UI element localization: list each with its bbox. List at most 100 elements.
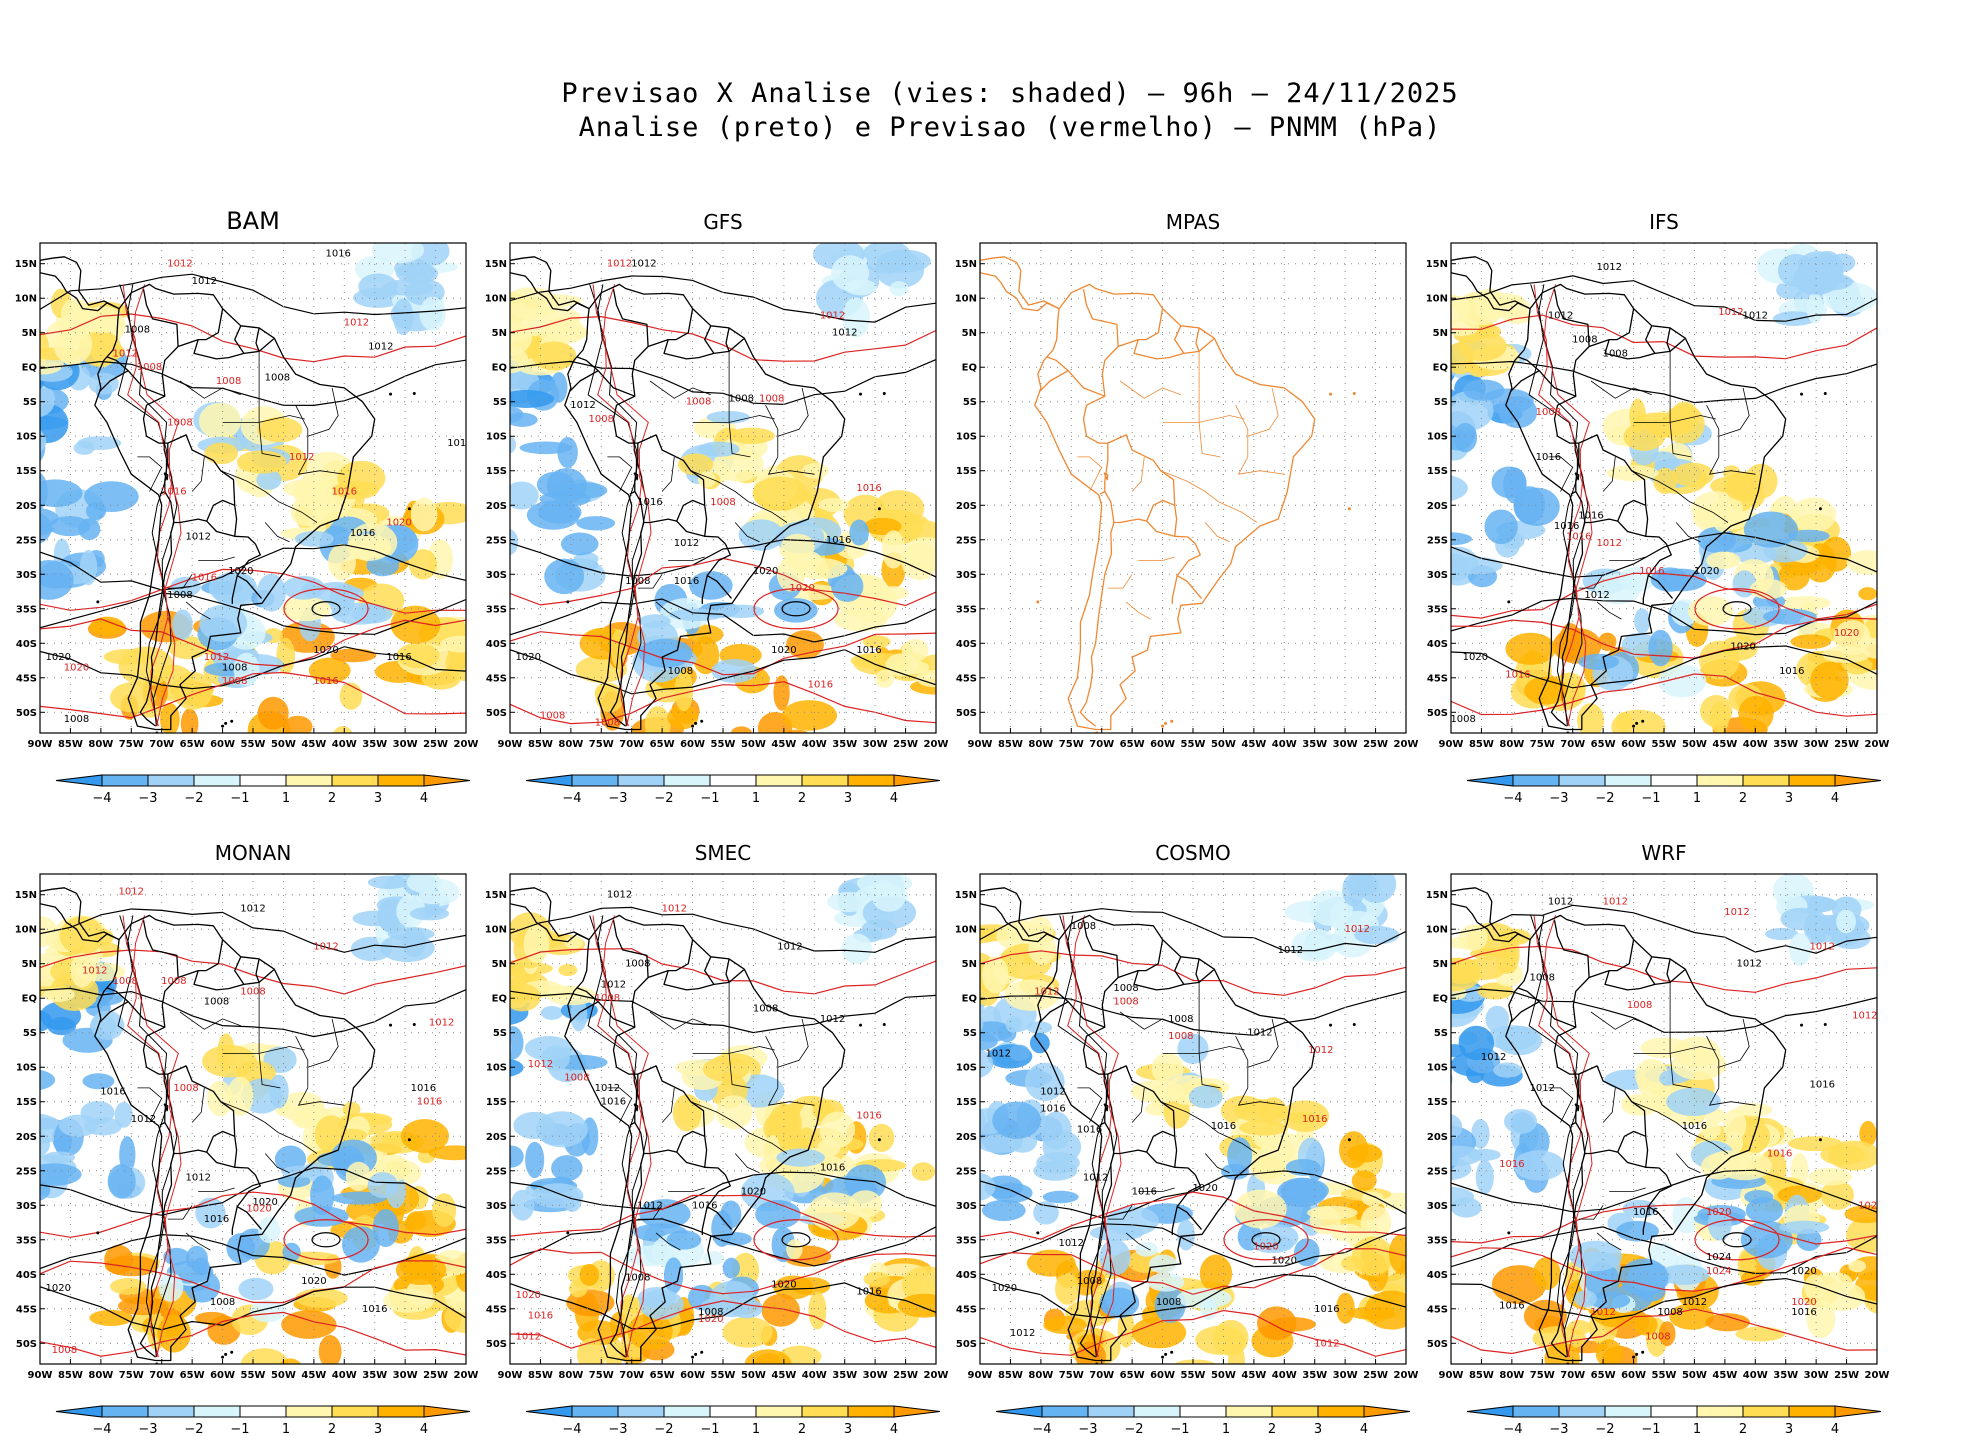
bias-cell [256, 469, 282, 490]
bias-cell [731, 726, 752, 733]
country-border [255, 327, 260, 352]
bias-cell [191, 1257, 210, 1276]
isobar-label: 1008 [595, 993, 620, 1004]
bias-cell [1463, 379, 1505, 401]
colorbar-segment [285, 1405, 333, 1418]
island [700, 1350, 704, 1354]
bias-cell [1234, 1189, 1287, 1229]
lat-tick-label: 10S [486, 1063, 507, 1074]
bias-cell [1493, 1062, 1523, 1078]
bias-cell [573, 552, 599, 567]
bias-cell [540, 1006, 563, 1020]
lon-tick-label: 85W [528, 1370, 553, 1381]
bias-cell [510, 528, 519, 556]
state-borders [607, 351, 815, 620]
bias-cell [1457, 330, 1507, 362]
lon-tick-label: 50W [271, 1370, 296, 1381]
colorbar: −4 −3 −2 −1 1 2 3 4 [1466, 1405, 1882, 1436]
bias-cell [1342, 874, 1365, 907]
colorbar-segment [1558, 1405, 1606, 1418]
colorbar-segment [1742, 774, 1790, 787]
isobar-label: 1008 [1113, 983, 1138, 994]
bias-cell [227, 1076, 254, 1117]
bias-cell [579, 1263, 600, 1286]
country-border [1107, 434, 1196, 545]
island [1164, 721, 1168, 725]
country-border [231, 1206, 238, 1235]
colorbar-label: 2 [1739, 791, 1747, 806]
bias-cell [40, 479, 83, 508]
island [224, 1352, 228, 1356]
state-border [1125, 601, 1151, 620]
colorbar-label: −1 [230, 791, 249, 806]
bias-cell [440, 635, 466, 653]
bias-cell [308, 657, 351, 684]
bias-cell [1584, 1262, 1620, 1299]
lon-tick-label: 75W [589, 739, 614, 750]
island [1632, 724, 1636, 728]
isobar-label: 1012 [820, 310, 845, 321]
country-border [1510, 370, 1540, 392]
colorbar-label: 2 [1739, 1422, 1747, 1436]
lon-tick-label: 20W [454, 1370, 479, 1381]
isobar-forecast [40, 949, 466, 995]
state-border [1247, 387, 1279, 437]
colorbar-segment [709, 1405, 757, 1418]
country-border [1146, 520, 1175, 537]
state-border [1578, 1205, 1604, 1220]
bias-cell [400, 1119, 449, 1153]
bias-cell [697, 441, 740, 457]
isobar-label: 1012 [1597, 538, 1622, 549]
lat-tick-label: 20S [486, 501, 507, 512]
bias-cell [752, 476, 809, 511]
isobar-label: 1020 [64, 662, 89, 673]
isobar-label: 1012 [1247, 1028, 1272, 1039]
state-border [297, 456, 345, 475]
state-border [1247, 1018, 1279, 1068]
lon-tick-label: 45W [1241, 1370, 1266, 1381]
isobar-label: 1008 [137, 362, 162, 373]
country-border [99, 1001, 129, 1023]
isobar-label: 1020 [771, 645, 796, 656]
state-border [1675, 1153, 1701, 1174]
isobar-label: 1012 [631, 259, 656, 270]
lat-tick-label: 30S [486, 1201, 507, 1212]
isobar-label: 1012 [662, 904, 687, 915]
lon-tick-label: 30W [863, 739, 888, 750]
bias-cell [728, 427, 775, 444]
isobar-label: 1012 [1040, 1086, 1065, 1097]
isobar-forecast [980, 1309, 1406, 1357]
lat-tick-label: 25S [486, 1166, 507, 1177]
bias-cell [1054, 1272, 1080, 1305]
bias-cell [677, 453, 714, 476]
bias-cell [1622, 1199, 1657, 1218]
country-border [1642, 575, 1649, 604]
lon-tick-label: 20W [1865, 1370, 1890, 1381]
bias-cell [0, 353, 19, 376]
isobar-label: 1016 [1554, 521, 1579, 532]
lon-tick-label: 20W [924, 1370, 949, 1381]
country-border [1550, 1153, 1586, 1358]
state-border [661, 456, 675, 492]
bias-cell [1503, 467, 1527, 504]
bias-cell [862, 635, 891, 649]
country-border [1517, 920, 1590, 1028]
bias-cell [557, 436, 578, 469]
isobar-label: 1008 [222, 676, 247, 687]
lon-tick-label: 45W [1712, 1370, 1737, 1381]
bias-cell [207, 1080, 233, 1117]
bias-cell [236, 450, 287, 474]
bias-cell [1700, 1119, 1721, 1140]
state-border [1718, 1018, 1750, 1068]
country-border [609, 522, 645, 727]
isobar-label: 1012 [1083, 1173, 1108, 1184]
country-border [1647, 543, 1673, 599]
high-contour-analysis [1251, 1232, 1281, 1248]
coastline [40, 256, 120, 312]
colorbar-segment [571, 1405, 619, 1418]
state-border [185, 601, 211, 620]
bias-cell [980, 1172, 996, 1201]
lon-tick-label: 35W [832, 1370, 857, 1381]
state-border [690, 470, 749, 503]
